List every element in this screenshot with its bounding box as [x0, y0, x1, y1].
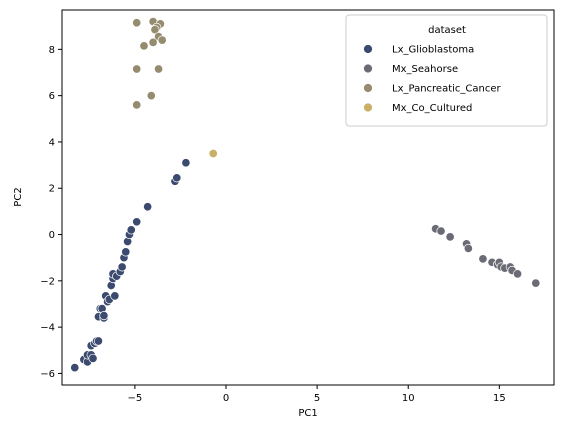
legend: dataset Lx_Glioblastoma Mx_Seahorse Lx_Pan… [345, 14, 548, 127]
y-axis-label: PC2 [13, 187, 24, 206]
data-point-lx-glioblastoma [117, 262, 127, 272]
legend-box [345, 14, 548, 127]
data-point-lx-pancreatic-cancer [157, 35, 167, 45]
data-point-lx-glioblastoma [126, 225, 136, 235]
x-axis-label: PC1 [298, 408, 317, 419]
legend-title: dataset [428, 25, 466, 36]
data-point-lx-pancreatic-cancer [154, 64, 164, 74]
data-point-mx-seahorse [513, 269, 523, 279]
data-point-lx-glioblastoma [172, 173, 182, 183]
x-tick-label: −5 [128, 393, 143, 404]
data-point-mx-seahorse [531, 278, 541, 288]
data-point-lx-glioblastoma [143, 202, 153, 212]
x-tick-label: 5 [314, 393, 320, 404]
data-point-mx-seahorse [436, 226, 446, 236]
axis-ticks: −5 0 5 10 15 −6 −4 −2 0 2 4 6 8 [40, 45, 505, 404]
y-tick-label: −4 [40, 323, 55, 334]
data-point-lx-pancreatic-cancer [148, 37, 158, 47]
data-point-lx-glioblastoma [181, 158, 191, 168]
legend-label: Mx_Seahorse [392, 64, 458, 75]
data-point-lx-glioblastoma [99, 311, 109, 321]
data-point-lx-pancreatic-cancer [150, 25, 160, 35]
data-point-lx-pancreatic-cancer [139, 41, 149, 51]
data-point-lx-glioblastoma [93, 336, 103, 346]
legend-marker [363, 63, 373, 74]
data-point-lx-glioblastoma [121, 247, 131, 257]
y-tick-label: 8 [49, 45, 55, 56]
legend-marker [363, 102, 373, 113]
legend-marker [363, 44, 373, 54]
data-point-lx-glioblastoma [88, 353, 98, 363]
y-tick-label: −6 [40, 369, 55, 380]
data-point-lx-pancreatic-cancer [146, 91, 156, 101]
y-tick-label: 2 [49, 184, 55, 195]
legend-label: Mx_Co_Cultured [392, 103, 472, 114]
data-point-lx-glioblastoma [132, 217, 142, 227]
y-tick-label: 0 [49, 230, 55, 241]
x-tick-label: 15 [493, 393, 506, 404]
data-point-lx-glioblastoma [70, 363, 80, 373]
x-tick-label: 10 [402, 393, 415, 404]
x-tick-label: 0 [223, 393, 229, 404]
y-tick-label: 4 [49, 137, 55, 148]
y-tick-label: −2 [40, 276, 55, 287]
legend-marker [363, 83, 373, 93]
data-point-lx-pancreatic-cancer [132, 64, 142, 74]
data-point-mx-seahorse [463, 243, 473, 253]
legend-label: Lx_Pancreatic_Cancer [392, 84, 502, 95]
data-point-mx-co-cultured [208, 148, 218, 159]
data-points [70, 17, 541, 373]
data-point-lx-pancreatic-cancer [132, 100, 142, 110]
y-tick-label: 6 [49, 91, 55, 102]
data-point-lx-pancreatic-cancer [132, 18, 142, 28]
legend-label: Lx_Glioblastoma [392, 45, 474, 56]
data-point-mx-seahorse [445, 232, 455, 242]
data-point-lx-glioblastoma [110, 291, 120, 301]
data-point-mx-seahorse [478, 254, 488, 264]
